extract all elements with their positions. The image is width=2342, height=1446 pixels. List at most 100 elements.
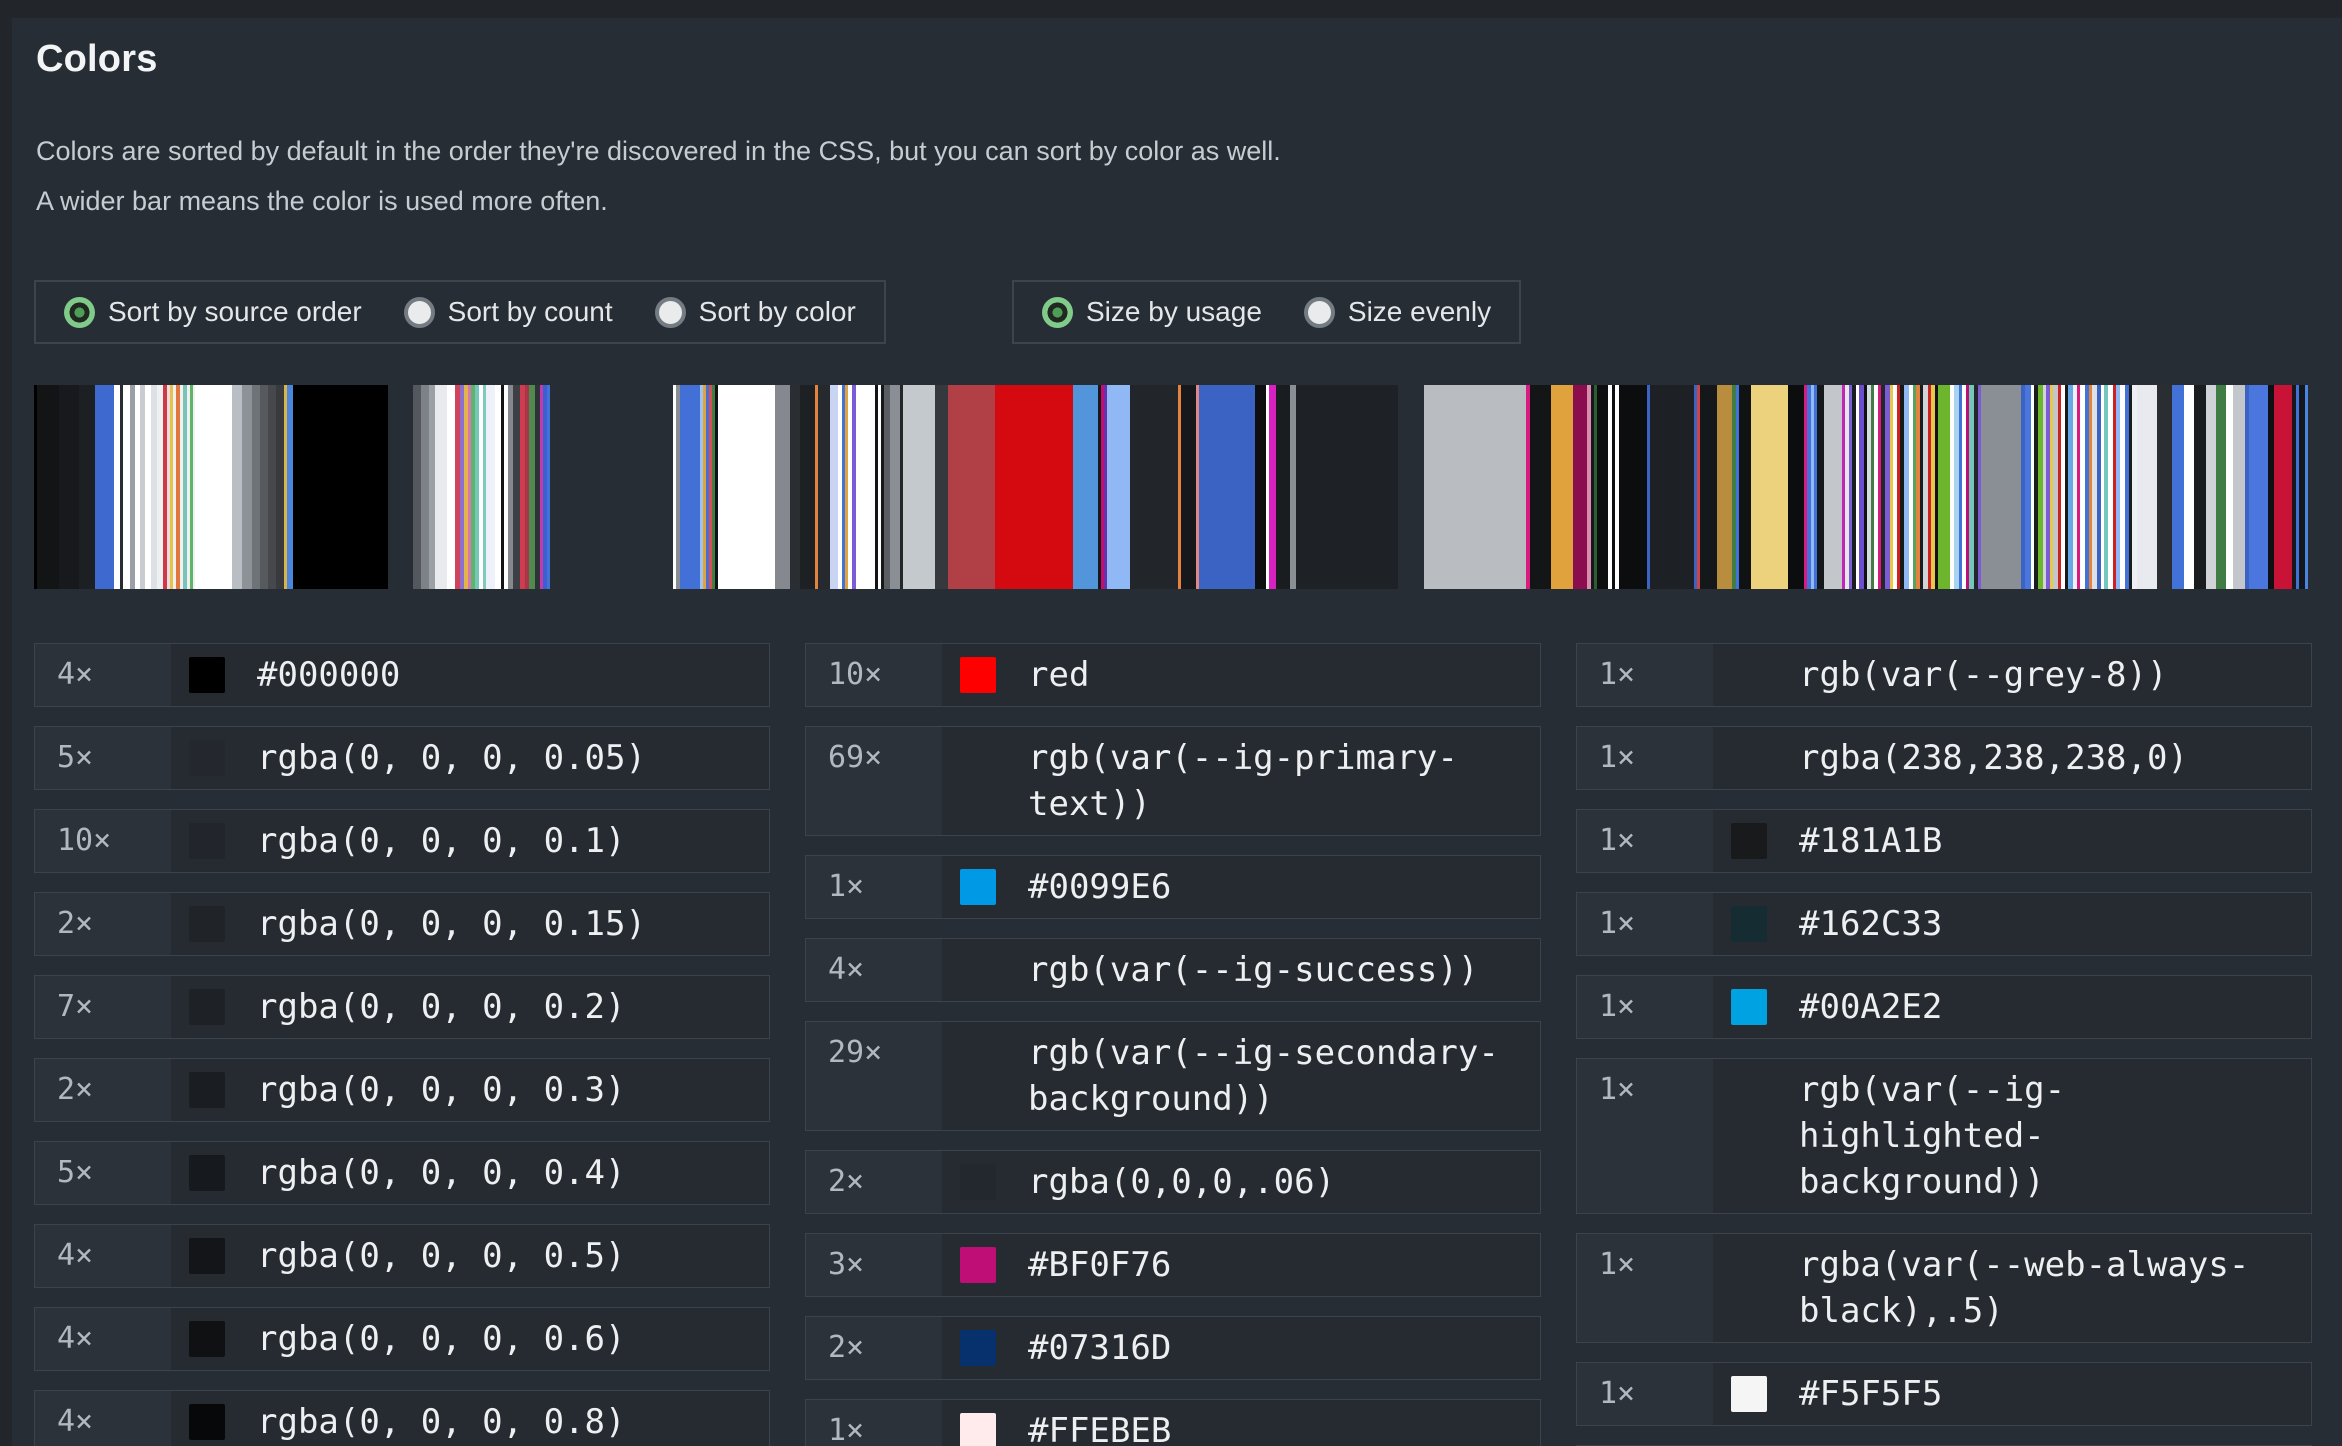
spectrum-stripe bbox=[167, 385, 170, 589]
color-swatch bbox=[1731, 740, 1767, 776]
spectrum-stripe bbox=[995, 385, 1073, 589]
color-usage-count: 4× bbox=[806, 939, 942, 1001]
color-row: 1× rgba(var(--web-always-black),.5) bbox=[1576, 1233, 2312, 1343]
colors-column-1: 4× #000000 5× rgba(0, 0, 0, 0.05) 10× rgba(0,… bbox=[34, 643, 770, 1446]
spectrum-stripe bbox=[2249, 385, 2268, 589]
color-value: rgba(0, 0, 0, 0.6) bbox=[257, 1319, 626, 1359]
color-usage-count: 1× bbox=[1577, 1059, 1713, 1213]
color-row: 1× #FFEBEB bbox=[805, 1399, 1541, 1446]
color-row: 2× rgba(0,0,0,.06) bbox=[805, 1150, 1541, 1214]
spectrum-stripe bbox=[2120, 385, 2125, 589]
spectrum-stripe bbox=[1881, 385, 1885, 589]
color-value: #000000 bbox=[257, 655, 401, 695]
spectrum-stripe bbox=[145, 385, 151, 589]
color-swatch bbox=[960, 952, 996, 988]
color-usage-count: 1× bbox=[1577, 810, 1713, 872]
color-usage-count: 2× bbox=[35, 1059, 171, 1121]
spectrum-stripe bbox=[95, 385, 114, 589]
color-row: 1× #162C33 bbox=[1576, 892, 2312, 956]
color-row: 2× #07316D bbox=[805, 1316, 1541, 1380]
color-row: 5× rgba(0, 0, 0, 0.4) bbox=[34, 1141, 770, 1205]
radio-unselected-icon[interactable] bbox=[403, 296, 435, 328]
page-description-line2: A wider bar means the color is used more… bbox=[36, 186, 608, 216]
radio-selected-icon[interactable] bbox=[64, 296, 95, 328]
color-row: 1× rgb(var(--ig-highlighted-background)) bbox=[1576, 1058, 2312, 1214]
color-swatch bbox=[1731, 1072, 1767, 1108]
radio-option-size-1[interactable]: Size evenly bbox=[1303, 296, 1492, 328]
radio-label: Size evenly bbox=[1347, 296, 1492, 327]
color-value-cell: rgba(0,0,0,.06) bbox=[942, 1151, 1540, 1213]
spectrum-stripe bbox=[680, 385, 700, 589]
color-value-cell: rgba(0, 0, 0, 0.8) bbox=[171, 1391, 769, 1446]
sort-radio-group: Sort by source order Sort by count Sort by… bbox=[34, 280, 886, 344]
spectrum-stripe bbox=[1266, 385, 1269, 589]
spectrum-stripe bbox=[180, 385, 183, 589]
spectrum-stripe bbox=[2226, 385, 2233, 589]
spectrum-stripe bbox=[1867, 385, 1871, 589]
spectrum-stripe bbox=[1859, 385, 1864, 589]
color-value: rgb(var(--ig-primary-text)) bbox=[1028, 738, 1458, 824]
color-row: 10× rgba(0, 0, 0, 0.1) bbox=[34, 809, 770, 873]
color-swatch bbox=[1731, 1247, 1767, 1283]
color-usage-count: 4× bbox=[35, 1225, 171, 1287]
color-value-cell: rgba(var(--web-always-black),.5) bbox=[1713, 1234, 2311, 1342]
spectrum-stripe bbox=[848, 385, 852, 589]
spectrum-stripe bbox=[413, 385, 421, 589]
spectrum-stripe bbox=[435, 385, 447, 589]
spectrum-stripe bbox=[2129, 385, 2132, 589]
spectrum-stripe bbox=[2085, 385, 2089, 589]
spectrum-stripe bbox=[1098, 385, 1101, 589]
color-value-cell: rgba(0, 0, 0, 0.05) bbox=[171, 727, 769, 789]
spectrum-stripe bbox=[114, 385, 120, 589]
spectrum-stripe bbox=[455, 385, 460, 589]
spectrum-stripe bbox=[2172, 385, 2184, 589]
spectrum-stripe bbox=[2053, 385, 2058, 589]
spectrum-stripe bbox=[2043, 385, 2046, 589]
spectrum-stripe bbox=[1920, 385, 1923, 589]
color-usage-count: 1× bbox=[806, 1400, 942, 1446]
color-value: red bbox=[1028, 655, 1090, 695]
spectrum-stripe bbox=[483, 385, 486, 589]
radio-label: Sort by color bbox=[698, 296, 856, 327]
spectrum-stripe bbox=[2038, 385, 2043, 589]
color-row: 4× rgba(0, 0, 0, 0.5) bbox=[34, 1224, 770, 1288]
spectrum-stripe bbox=[123, 385, 130, 589]
spectrum-stripe bbox=[1530, 385, 1551, 589]
radio-selected-icon[interactable] bbox=[1042, 296, 1073, 328]
spectrum-stripe bbox=[287, 385, 293, 589]
radio-unselected-icon[interactable] bbox=[1303, 296, 1335, 328]
color-swatch bbox=[960, 657, 996, 693]
color-value-cell: red bbox=[942, 644, 1540, 706]
spectrum-stripe bbox=[252, 385, 260, 589]
spectrum-stripe bbox=[157, 385, 163, 589]
page-edge-top bbox=[0, 0, 2342, 18]
spectrum-stripe bbox=[845, 385, 848, 589]
color-row: 1× #181A1B bbox=[1576, 809, 2312, 873]
color-value-cell: #000000 bbox=[171, 644, 769, 706]
spectrum-stripe bbox=[2194, 385, 2206, 589]
spectrum-stripe bbox=[1935, 385, 1938, 589]
color-swatch bbox=[960, 869, 996, 905]
color-swatch bbox=[960, 1164, 996, 1200]
radio-unselected-icon[interactable] bbox=[654, 296, 686, 328]
color-swatch bbox=[189, 1072, 225, 1108]
color-value-cell: rgb(var(--ig-primary-text)) bbox=[942, 727, 1540, 835]
spectrum-stripe bbox=[495, 385, 501, 589]
radio-option-sort-2[interactable]: Sort by color bbox=[654, 296, 856, 328]
spectrum-stripe bbox=[1852, 385, 1856, 589]
spectrum-stripe bbox=[475, 385, 479, 589]
spectrum-stripe bbox=[1647, 385, 1650, 589]
color-row: 5× rgba(0, 0, 0, 0.05) bbox=[34, 726, 770, 790]
radio-option-size-0[interactable]: Size by usage bbox=[1042, 296, 1262, 328]
color-usage-count: 10× bbox=[35, 810, 171, 872]
radio-option-sort-0[interactable]: Sort by source order bbox=[64, 296, 362, 328]
spectrum-stripe bbox=[421, 385, 429, 589]
colors-column-3: 1× rgb(var(--grey-8)) 1× rgba(238,238,238,0… bbox=[1576, 643, 2312, 1446]
color-usage-count: 1× bbox=[1577, 727, 1713, 789]
color-value: #162C33 bbox=[1799, 904, 1943, 944]
spectrum-stripe bbox=[2080, 385, 2085, 589]
spectrum-stripe bbox=[183, 385, 187, 589]
color-swatch bbox=[960, 1035, 996, 1071]
spectrum-stripe bbox=[486, 385, 495, 589]
radio-option-sort-1[interactable]: Sort by count bbox=[403, 296, 613, 328]
